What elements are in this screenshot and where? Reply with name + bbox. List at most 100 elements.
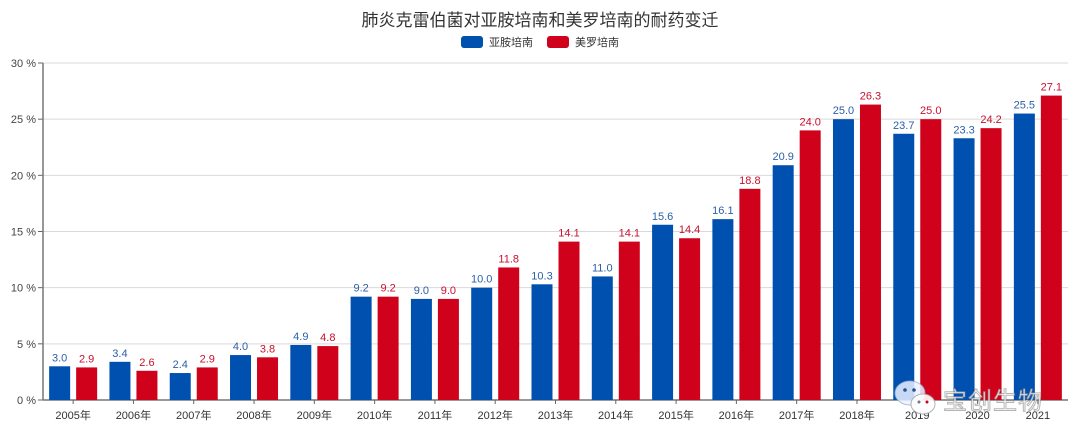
- x-tick-label: 2016年: [719, 408, 754, 422]
- bar-meropenem[interactable]: [920, 119, 942, 401]
- bar-imipenem[interactable]: [230, 355, 252, 400]
- bar-imipenem[interactable]: [1013, 113, 1035, 401]
- x-tick-label: 2019: [905, 410, 929, 422]
- x-tick-label: 2005年: [55, 408, 90, 422]
- bar-imipenem[interactable]: [832, 119, 854, 401]
- bar-value-label: 26.3: [860, 91, 881, 103]
- legend-item-imipenem[interactable]: 亚胺培南: [461, 34, 533, 50]
- bar-value-label: 15.6: [652, 211, 673, 223]
- x-tick-label: 2015年: [658, 408, 693, 422]
- y-tick-label: 30 %: [11, 58, 36, 70]
- bar-imipenem[interactable]: [49, 366, 71, 400]
- x-tick-label: 2008年: [236, 408, 271, 422]
- bar-value-label: 14.4: [679, 224, 700, 236]
- bar-meropenem[interactable]: [76, 367, 98, 400]
- bar-value-label: 24.0: [799, 116, 820, 128]
- bar-meropenem[interactable]: [739, 188, 761, 400]
- x-tick-label: 2017年: [779, 408, 814, 422]
- bar-imipenem[interactable]: [290, 344, 312, 400]
- bar-value-label: 3.4: [112, 348, 127, 360]
- bar-meropenem[interactable]: [377, 296, 399, 400]
- bar-meropenem[interactable]: [980, 128, 1002, 401]
- bar-value-label: 4.8: [320, 332, 335, 344]
- bar-value-label: 2.9: [200, 353, 215, 365]
- bar-value-label: 2.4: [173, 359, 188, 371]
- bar-meropenem[interactable]: [859, 104, 881, 401]
- y-tick-label: 10 %: [11, 283, 36, 295]
- x-tick-label: 2021: [1026, 410, 1050, 422]
- bar-value-label: 9.2: [380, 283, 395, 295]
- x-tick-label: 2013年: [538, 408, 573, 422]
- bar-meropenem[interactable]: [437, 298, 459, 400]
- bar-value-label: 25.0: [833, 105, 854, 117]
- y-tick-label: 25 %: [11, 114, 36, 126]
- bar-value-label: 3.8: [260, 343, 275, 355]
- bar-value-label: 16.1: [712, 205, 733, 217]
- bar-value-label: 25.0: [920, 105, 941, 117]
- legend-label-meropenem: 美罗培南: [575, 36, 619, 49]
- bar-value-label: 9.2: [353, 283, 368, 295]
- x-tick-label: 2007年: [176, 408, 211, 422]
- bar-value-label: 3.0: [52, 352, 67, 364]
- bar-value-label: 4.9: [293, 331, 308, 343]
- bar-meropenem[interactable]: [196, 367, 218, 400]
- bar-value-label: 23.7: [893, 120, 914, 132]
- y-tick-label: 5 %: [17, 339, 36, 351]
- bar-value-label: 9.0: [414, 285, 429, 297]
- x-tick-label: 2011年: [418, 408, 453, 422]
- y-tick-label: 20 %: [11, 170, 36, 182]
- bar-imipenem[interactable]: [471, 287, 493, 400]
- bar-imipenem[interactable]: [531, 284, 553, 400]
- bar-imipenem[interactable]: [591, 276, 613, 400]
- bar-meropenem[interactable]: [679, 238, 701, 400]
- bar-meropenem[interactable]: [799, 130, 821, 400]
- bar-value-label: 18.8: [739, 175, 760, 187]
- bar-imipenem[interactable]: [953, 138, 975, 400]
- bar-value-label: 11.0: [592, 262, 613, 274]
- bar-meropenem[interactable]: [136, 370, 158, 400]
- x-tick-label: 2020: [965, 410, 989, 422]
- bar-value-label: 23.3: [953, 124, 974, 136]
- bar-imipenem[interactable]: [712, 219, 734, 400]
- bar-value-label: 20.9: [772, 151, 793, 163]
- bar-value-label: 10.3: [531, 270, 552, 282]
- bar-value-label: 14.1: [619, 228, 640, 240]
- legend-swatch-imipenem: [461, 36, 483, 48]
- bar-meropenem[interactable]: [618, 241, 640, 400]
- bar-imipenem[interactable]: [772, 165, 794, 400]
- y-tick-label: 0 %: [17, 395, 36, 407]
- bar-value-label: 14.1: [558, 228, 579, 240]
- bar-meropenem[interactable]: [498, 267, 520, 400]
- bar-value-label: 9.0: [441, 285, 456, 297]
- bar-value-label: 2.9: [79, 353, 94, 365]
- y-tick-label: 15 %: [11, 227, 36, 239]
- x-tick-label: 2006年: [116, 408, 151, 422]
- chart-title: 肺炎克雷伯菌对亚胺培南和美罗培南的耐药变迁: [361, 11, 719, 31]
- bar-value-label: 4.0: [233, 341, 248, 353]
- bar-meropenem[interactable]: [317, 346, 339, 400]
- x-tick-label: 2010年: [357, 408, 392, 422]
- chart-legend: 亚胺培南 美罗培南: [0, 34, 1080, 50]
- bar-imipenem[interactable]: [893, 133, 915, 400]
- bar-imipenem[interactable]: [410, 298, 432, 400]
- bar-imipenem[interactable]: [169, 373, 191, 400]
- bar-value-label: 11.8: [498, 253, 519, 265]
- bar-value-label: 24.2: [980, 114, 1001, 126]
- bar-value-label: 2.6: [139, 357, 154, 369]
- x-tick-label: 2012年: [477, 408, 512, 422]
- legend-item-meropenem[interactable]: 美罗培南: [547, 34, 619, 50]
- bar-meropenem[interactable]: [558, 241, 580, 400]
- bar-imipenem[interactable]: [109, 361, 131, 400]
- legend-label-imipenem: 亚胺培南: [489, 36, 533, 49]
- bar-imipenem[interactable]: [350, 296, 372, 400]
- bar-meropenem[interactable]: [1040, 95, 1062, 401]
- x-tick-label: 2018年: [839, 408, 874, 422]
- bar-value-label: 27.1: [1041, 82, 1062, 94]
- bar-value-label: 10.0: [471, 274, 492, 286]
- x-tick-label: 2014年: [598, 408, 633, 422]
- bar-meropenem[interactable]: [257, 357, 279, 400]
- bar-value-label: 25.5: [1014, 100, 1035, 112]
- bar-imipenem[interactable]: [652, 224, 674, 400]
- legend-swatch-meropenem: [547, 36, 569, 48]
